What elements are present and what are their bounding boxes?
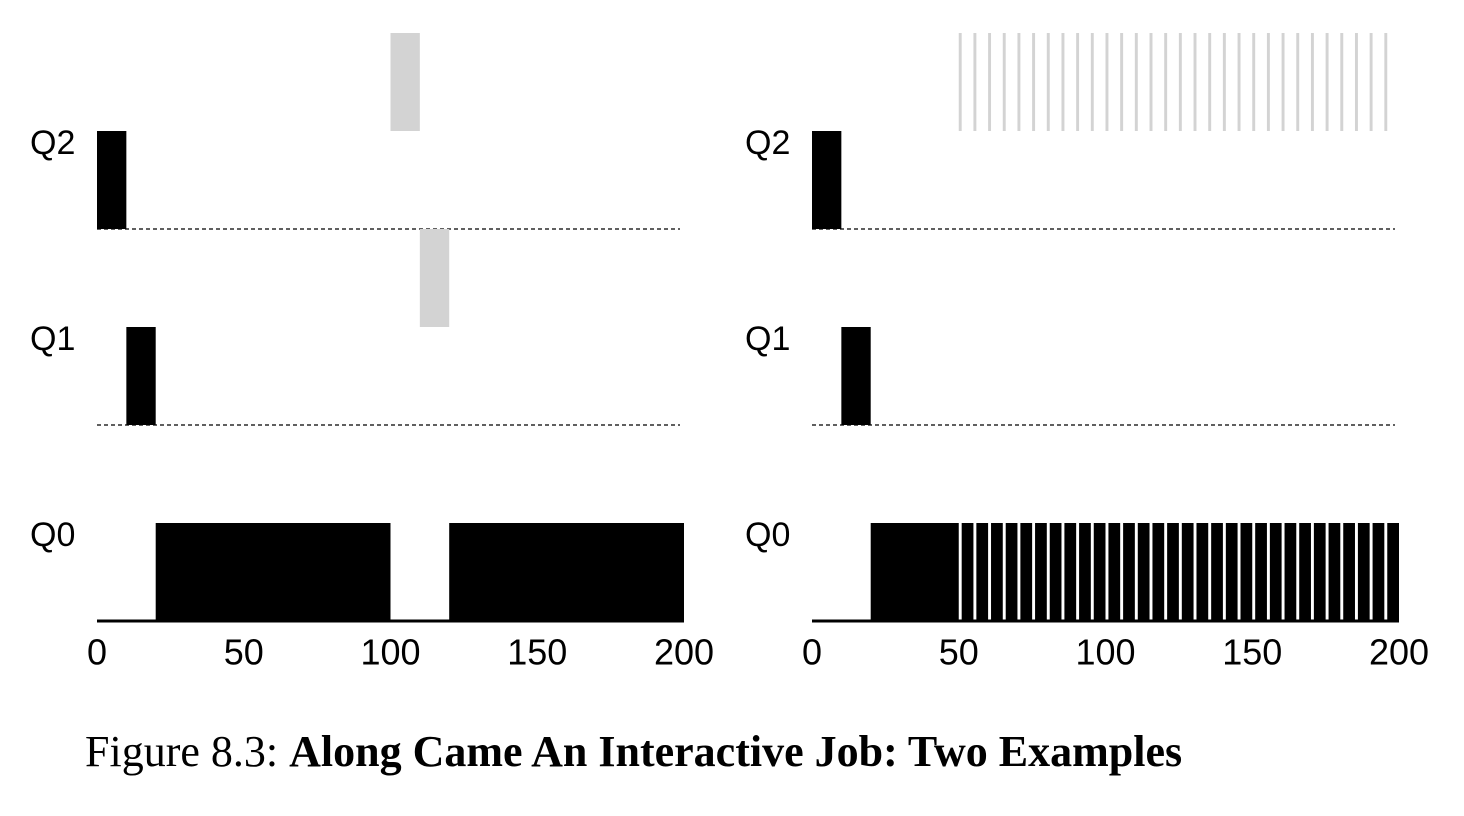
segment	[1061, 33, 1065, 131]
segment	[976, 523, 989, 621]
segment	[1149, 33, 1153, 131]
segment	[1340, 33, 1344, 131]
segment	[1167, 523, 1179, 621]
segment	[1164, 33, 1168, 131]
segment	[1372, 523, 1385, 621]
caption-text: Along Came An Interactive Job: Two Examp…	[289, 727, 1182, 776]
segment	[1354, 33, 1358, 131]
segment	[1328, 523, 1341, 621]
segment	[1120, 33, 1124, 131]
segment	[1093, 523, 1106, 621]
segment	[1387, 523, 1399, 621]
segment	[1222, 33, 1226, 131]
segment	[1240, 523, 1253, 621]
segment	[1123, 523, 1135, 621]
x-tick-label: 50	[939, 632, 979, 673]
x-tick-label: 50	[224, 632, 264, 673]
segment	[1035, 523, 1047, 621]
segment	[1313, 523, 1326, 621]
segment	[390, 33, 420, 131]
x-tick-label: 150	[1222, 632, 1282, 673]
lane-label: Q2	[745, 124, 790, 162]
segment	[1266, 33, 1270, 131]
segment	[419, 229, 450, 327]
lane-label: Q1	[745, 320, 790, 358]
segment	[1178, 33, 1182, 131]
segment	[1005, 523, 1018, 621]
segment	[1002, 33, 1006, 131]
segment	[126, 327, 156, 425]
x-tick-label: 0	[87, 632, 107, 673]
segment	[1357, 523, 1370, 621]
segment	[1046, 33, 1050, 131]
segment	[1269, 523, 1282, 621]
segment	[1181, 523, 1194, 621]
x-tick-label: 200	[654, 632, 714, 673]
caption-label: Figure 8.3:	[85, 727, 278, 776]
segment	[1208, 33, 1212, 131]
lane-label: Q2	[30, 124, 75, 162]
segment	[1152, 523, 1165, 621]
segment	[449, 523, 684, 621]
segment	[1237, 33, 1241, 131]
segment	[1252, 33, 1256, 131]
segment	[1369, 33, 1373, 131]
segment	[1211, 523, 1223, 621]
segment	[973, 33, 977, 131]
lane-label: Q1	[30, 320, 75, 358]
segment	[1296, 33, 1300, 131]
segment	[1105, 33, 1109, 131]
segment	[1076, 33, 1080, 131]
segment	[1020, 523, 1033, 621]
x-tick-label: 200	[1369, 632, 1429, 673]
segment	[97, 131, 127, 229]
segment	[1108, 523, 1121, 621]
segment	[1079, 523, 1091, 621]
caption: Figure 8.3: Along Came An Interactive Jo…	[85, 727, 1182, 776]
segment	[1134, 33, 1138, 131]
segment	[870, 523, 959, 621]
segment	[1049, 523, 1062, 621]
lane-label: Q0	[30, 516, 75, 554]
x-tick-label: 150	[507, 632, 567, 673]
segment	[988, 33, 992, 131]
segment	[1284, 523, 1297, 621]
segment	[1299, 523, 1311, 621]
segment	[1281, 33, 1285, 131]
segment	[1225, 523, 1238, 621]
segment	[155, 523, 391, 621]
segment	[1017, 33, 1021, 131]
segment	[1090, 33, 1094, 131]
segment	[958, 33, 962, 131]
segment	[1196, 523, 1209, 621]
segment	[1343, 523, 1355, 621]
segment	[1384, 33, 1388, 131]
segment	[961, 523, 974, 621]
segment	[991, 523, 1003, 621]
segment	[1325, 33, 1329, 131]
x-tick-label: 100	[360, 632, 420, 673]
segment	[1310, 33, 1314, 131]
x-tick-label: 100	[1075, 632, 1135, 673]
segment	[841, 327, 871, 425]
segment	[1032, 33, 1036, 131]
segment	[812, 131, 842, 229]
segment	[1137, 523, 1150, 621]
x-tick-label: 0	[802, 632, 822, 673]
lane-label: Q0	[745, 516, 790, 554]
segment	[1255, 523, 1267, 621]
segment	[1064, 523, 1077, 621]
segment	[1193, 33, 1197, 131]
